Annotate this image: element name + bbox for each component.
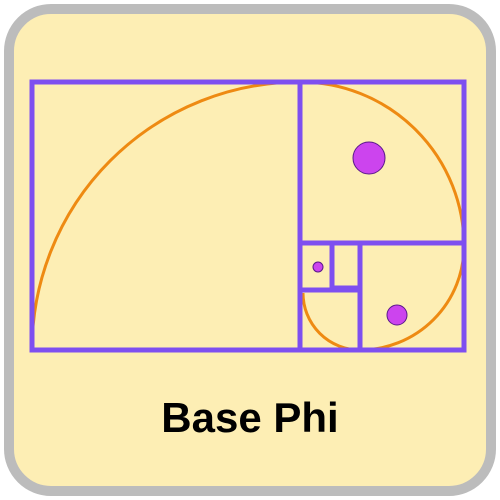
small-dot: [312, 261, 324, 273]
golden-rectangles: [29, 79, 467, 353]
outer-rectangle: [29, 79, 467, 353]
large-dot: [352, 141, 386, 175]
icon-caption: Base Phi: [161, 394, 339, 441]
spiral-dots: [312, 141, 408, 326]
medium-dot: [386, 304, 408, 326]
card-background: [4, 4, 496, 496]
